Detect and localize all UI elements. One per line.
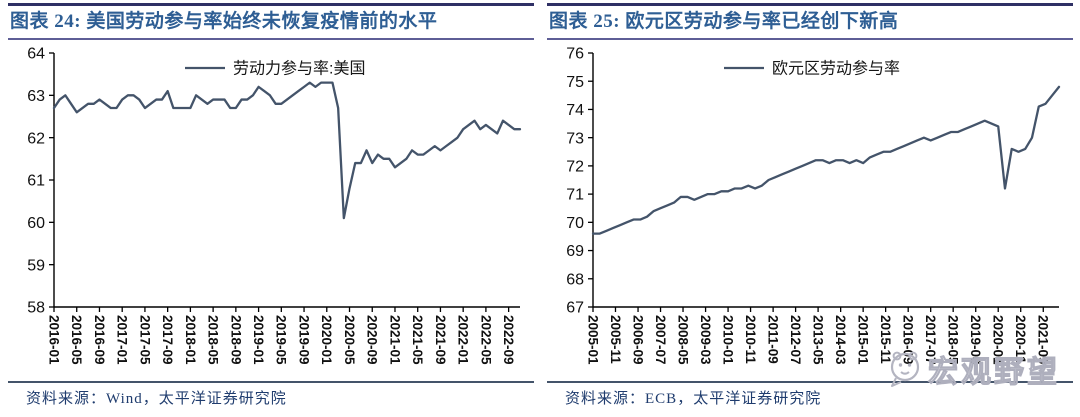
panel-top-rule: [547, 3, 1073, 6]
x-tick-label: 2012-07: [788, 315, 803, 365]
x-tick-label: 2019-09: [296, 315, 311, 365]
chart-title-us: 图表 24: 美国劳动参与率始终未恢复疫情前的水平: [10, 11, 438, 32]
panel-us-chart: 图表 24: 美国劳动参与率始终未恢复疫情前的水平 64 63 62 61 60 59 58…: [8, 3, 534, 415]
x-tick-label: 2019-03: [968, 315, 983, 365]
x-tick-label: 2020-11: [1013, 315, 1028, 364]
y-tick-label: 75: [566, 74, 584, 91]
source-label: 资料来源：: [26, 391, 107, 407]
x-tick-label: 2015-01: [856, 315, 871, 365]
source-divider: [547, 381, 1073, 383]
x-tick-label: 2017-07: [923, 315, 938, 365]
x-tick-label: 2019-01: [251, 315, 266, 365]
x-tick-label: 2005-01: [585, 315, 600, 365]
x-tick-label: 2010-11: [743, 315, 758, 364]
x-tick-label: 2010-01: [720, 315, 735, 365]
chart-title-eurozone: 图表 25: 欧元区劳动参与率已经创下新高: [549, 11, 899, 32]
x-tick-label: 2013-05: [811, 315, 826, 365]
source-line-eurozone: 资料来源：ECB，太平洋证券研究院: [547, 383, 1073, 408]
chart-canvas-eurozone: 76 75 74 73 72 71 70 69 68 67 2005-01 2005-11 2006-0…: [547, 41, 1071, 381]
x-tick-label: 2020-01: [991, 315, 1006, 365]
y-tick-label: 63: [27, 88, 45, 105]
x-tick-label: 2017-09: [160, 315, 175, 365]
legend-label: 劳动力参与率:美国: [233, 60, 365, 78]
y-tick-label: 70: [566, 215, 584, 232]
x-tick-label: 2009-03: [698, 315, 713, 365]
chart-canvas-us: 64 63 62 61 60 59 58 2016-01 2016-05 2016-09 2017-…: [8, 41, 532, 381]
x-tick-label: 2006-09: [630, 315, 645, 365]
x-tick-label: 2017-05: [137, 315, 152, 365]
x-tick-label: 2020-01: [319, 315, 334, 365]
source-value: Wind，太平洋证券研究院: [106, 391, 287, 407]
y-tick-label: 72: [566, 158, 584, 175]
series-line: [591, 85, 1061, 235]
x-tick-label: 2016-05: [69, 315, 84, 365]
x-tick-label: 2018-05: [946, 315, 961, 365]
source-line-us: 资料来源：Wind，太平洋证券研究院: [8, 383, 534, 408]
x-tick-label: 2018-05: [206, 315, 221, 365]
y-tick-label: 73: [566, 130, 584, 147]
y-tick-label: 76: [566, 46, 584, 63]
y-tick-label: 69: [566, 243, 584, 260]
x-tick-label: 2021-01: [387, 315, 402, 365]
panel-eurozone-chart: 图表 25: 欧元区劳动参与率已经创下新高 76 75 74 73 72 71 70 69 68…: [547, 3, 1073, 415]
x-tick-label: 2017-01: [115, 315, 130, 365]
x-tick-label: 2011-09: [766, 315, 781, 364]
x-tick-label: 2015-11: [878, 315, 893, 364]
x-tick-label: 2018-09: [228, 315, 243, 365]
panel-top-rule: [8, 3, 534, 6]
title-underline: [8, 38, 534, 40]
y-tick-label: 62: [27, 130, 45, 147]
y-tick-label: 58: [27, 300, 45, 317]
source-value: ECB，太平洋证券研究院: [645, 391, 822, 407]
x-tick-label: 2022-05: [478, 315, 493, 365]
y-tick-label: 74: [566, 102, 584, 119]
y-tick-label: 60: [27, 215, 45, 232]
x-tick-label: 2021-09: [1036, 315, 1051, 365]
title-underline: [547, 38, 1073, 40]
x-tick-label: 2005-11: [608, 315, 623, 364]
x-tick-label: 2016-01: [46, 315, 61, 365]
x-tick-label: 2014-03: [833, 315, 848, 365]
x-tick-label: 2008-05: [675, 315, 690, 365]
y-tick-label: 61: [27, 173, 45, 190]
source-label: 资料来源：: [565, 391, 646, 407]
x-tick-label: 2007-07: [653, 315, 668, 365]
x-tick-label: 2016-09: [901, 315, 916, 365]
y-tick-label: 59: [27, 257, 45, 274]
source-divider: [8, 381, 534, 383]
y-tick-label: 64: [27, 46, 45, 63]
x-tick-label: 2020-05: [342, 315, 357, 365]
x-tick-label: 2018-01: [183, 315, 198, 365]
y-tick-label: 68: [566, 271, 584, 288]
x-tick-label: 2022-09: [501, 315, 516, 365]
legend-label: 欧元区劳动参与率: [772, 60, 900, 78]
x-tick-label: 2021-09: [433, 315, 448, 365]
x-tick-label: 2020-09: [365, 315, 380, 365]
y-tick-label: 71: [566, 187, 584, 204]
x-tick-label: 2021-05: [410, 315, 425, 365]
y-tick-label: 67: [566, 300, 584, 317]
x-tick-label: 2019-05: [274, 315, 289, 365]
series-line: [52, 81, 522, 220]
x-tick-label: 2022-01: [456, 315, 471, 365]
x-tick-label: 2016-09: [92, 315, 107, 365]
